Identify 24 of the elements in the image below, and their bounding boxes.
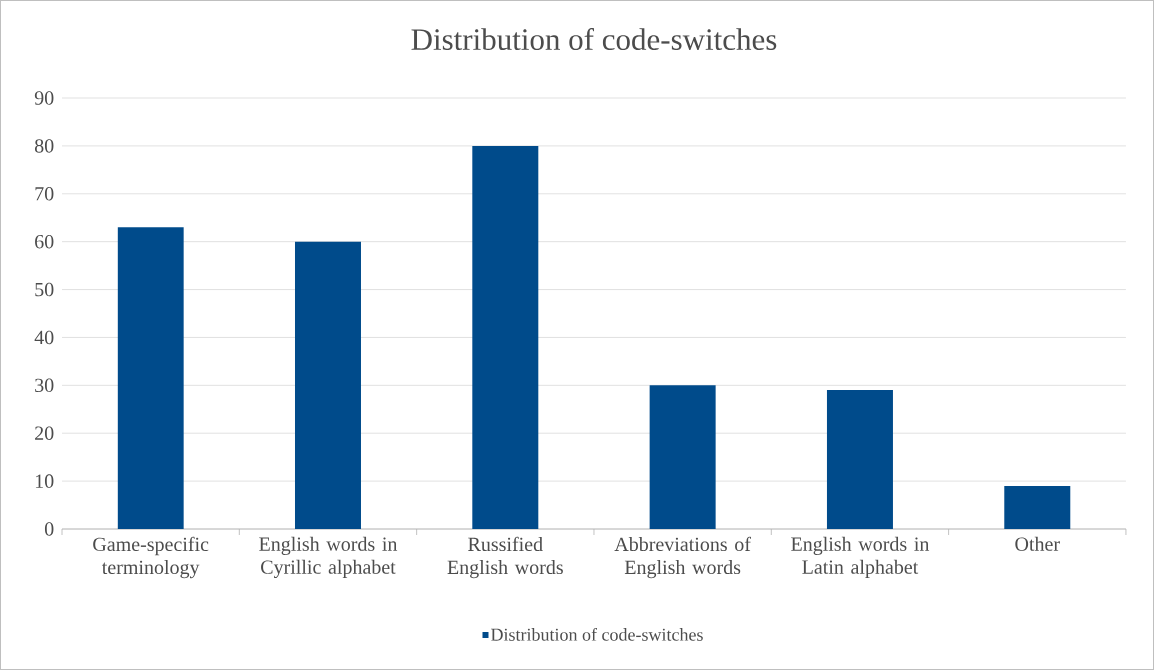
bar [826, 390, 893, 529]
bar [472, 145, 539, 529]
x-tick-label: Russified English words [447, 536, 563, 579]
y-tick-label: 20 [35, 426, 54, 440]
y-tick-label: 30 [35, 378, 54, 393]
legend-label: Distribution of code-switches [491, 627, 703, 641]
x-tick-label: Other [1015, 536, 1060, 551]
x-tick-label: Abbreviations of English words [614, 536, 751, 579]
y-tick-label: 60 [35, 234, 54, 249]
bar [294, 241, 361, 529]
x-tick-label: Game-specific terminology [93, 536, 209, 579]
x-tick-label: English words in Latin alphabet [791, 536, 930, 578]
y-tick-label: 40 [34, 330, 54, 345]
bar [1004, 485, 1071, 529]
x-tick-label: English words in Cyrillic alphabet [259, 536, 398, 578]
y-tick-label: 70 [35, 187, 54, 201]
y-tick-label: 80 [34, 139, 54, 153]
y-tick-label: 50 [35, 282, 54, 297]
y-tick-label: 90 [34, 91, 54, 105]
y-tick-label: 10 [35, 474, 54, 488]
bar [649, 385, 716, 529]
y-tick-label: 0 [44, 522, 54, 536]
chart-title: Distribution of code-switches [411, 27, 777, 51]
bar [117, 227, 184, 529]
